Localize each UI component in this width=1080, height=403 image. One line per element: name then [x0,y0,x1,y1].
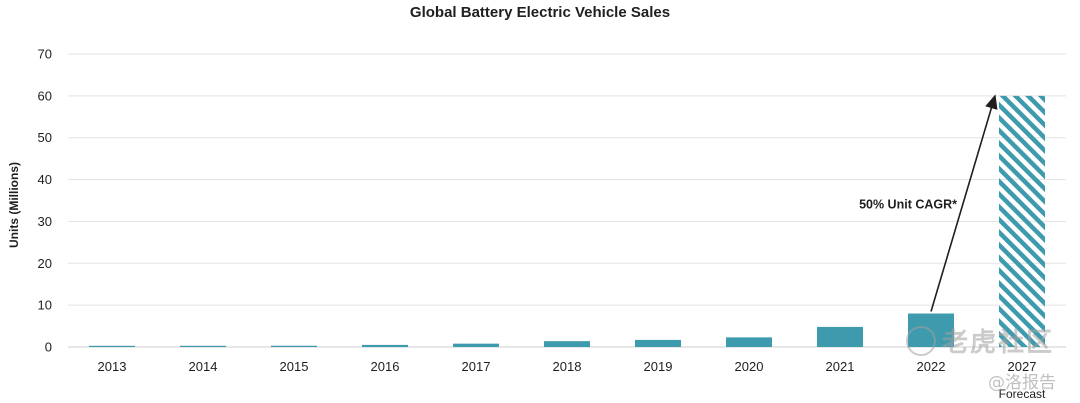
bar [362,344,408,347]
bar [453,343,499,347]
x-tick-sublabel: Forecast [999,387,1046,401]
x-tick-label: 2022 [917,359,946,374]
watermark-report: @洛报告 [988,373,1056,393]
x-tick-label: 2020 [735,359,764,374]
y-tick-label: 40 [38,172,52,187]
bar [726,337,772,347]
x-tick-label: 2016 [371,359,400,374]
x-tick-label: 2019 [644,359,673,374]
bar [271,345,317,347]
cagr-arrow [930,94,998,312]
y-tick-label: 70 [38,47,52,62]
bar [544,341,590,347]
watermark-brand: 老虎社区 [942,328,1055,358]
y-tick-label: 0 [45,340,52,355]
bar [180,345,226,347]
x-tick-label: 2021 [826,359,855,374]
x-tick-label: 2014 [189,359,218,374]
y-tick-label: 10 [38,298,52,313]
bar [817,326,863,347]
cagr-annotation: 50% Unit CAGR* [859,198,957,212]
x-tick-label: 2018 [553,359,582,374]
bar [635,339,681,347]
x-tick-label: 2015 [280,359,309,374]
x-tick-label: 2017 [462,359,491,374]
x-tick-label: 2027 [1008,359,1037,374]
chart-title: Global Battery Electric Vehicle Sales [409,4,671,21]
forecast-bar [999,95,1045,347]
x-tick-label: 2013 [98,359,127,374]
y-tick-label: 20 [38,256,52,271]
watermark-logo-icon [906,325,936,356]
y-tick-label: 60 [38,88,52,103]
bar [89,345,135,347]
watermark: 老虎社区 [906,322,1054,359]
y-tick-label: 30 [38,214,52,229]
y-tick-label: 50 [38,130,52,145]
